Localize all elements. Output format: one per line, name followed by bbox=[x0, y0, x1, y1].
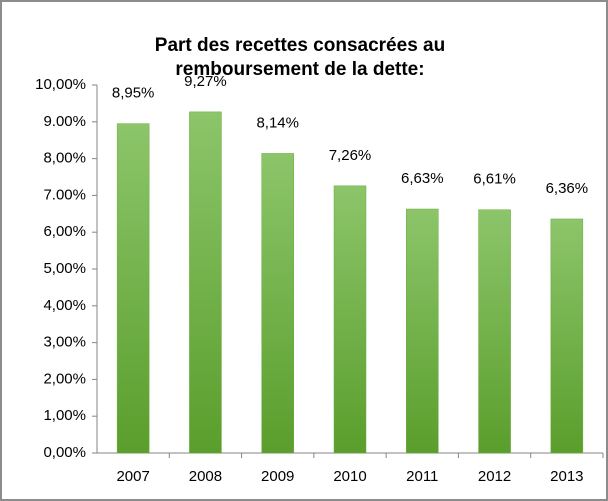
bar bbox=[478, 209, 511, 454]
data-label: 6,61% bbox=[473, 171, 516, 188]
y-tick-label: 7.00% bbox=[43, 186, 86, 203]
y-tick-label: 3,00% bbox=[43, 334, 86, 351]
bar bbox=[406, 208, 439, 454]
bar bbox=[116, 123, 150, 454]
bar bbox=[550, 218, 584, 454]
y-tick-label: 8,00% bbox=[43, 150, 86, 167]
data-label: 6,36% bbox=[546, 180, 589, 197]
x-tick-label: 2007 bbox=[116, 468, 149, 485]
data-label: 8,95% bbox=[112, 85, 155, 102]
x-tick-label: 2011 bbox=[406, 468, 438, 485]
data-label: 8,14% bbox=[256, 114, 299, 131]
y-tick-label: 9.00% bbox=[43, 113, 86, 130]
bar bbox=[333, 185, 367, 454]
x-tick-label: 2008 bbox=[189, 468, 222, 485]
y-tick-label: 2,00% bbox=[43, 370, 86, 387]
y-tick-label: 10,00% bbox=[35, 76, 86, 93]
x-tick-label: 2012 bbox=[478, 468, 511, 485]
y-tick-label: 1,00% bbox=[43, 407, 86, 424]
bar bbox=[189, 111, 222, 454]
y-tick-label: 6,00% bbox=[43, 223, 86, 240]
x-tick-label: 2010 bbox=[333, 468, 366, 485]
chart-title: Part des recettes consacrées au rembours… bbox=[154, 35, 446, 80]
bar bbox=[261, 153, 294, 454]
y-tick-label: 5,00% bbox=[43, 260, 86, 277]
y-tick-label: 4,00% bbox=[43, 297, 86, 314]
data-label: 6,63% bbox=[401, 170, 444, 187]
data-label: 7,26% bbox=[329, 147, 372, 164]
x-tick-label: 2009 bbox=[261, 468, 294, 485]
x-tick-label: 2013 bbox=[550, 468, 583, 485]
data-label: 9,27% bbox=[184, 73, 227, 90]
y-tick-label: 0,00% bbox=[43, 444, 86, 461]
